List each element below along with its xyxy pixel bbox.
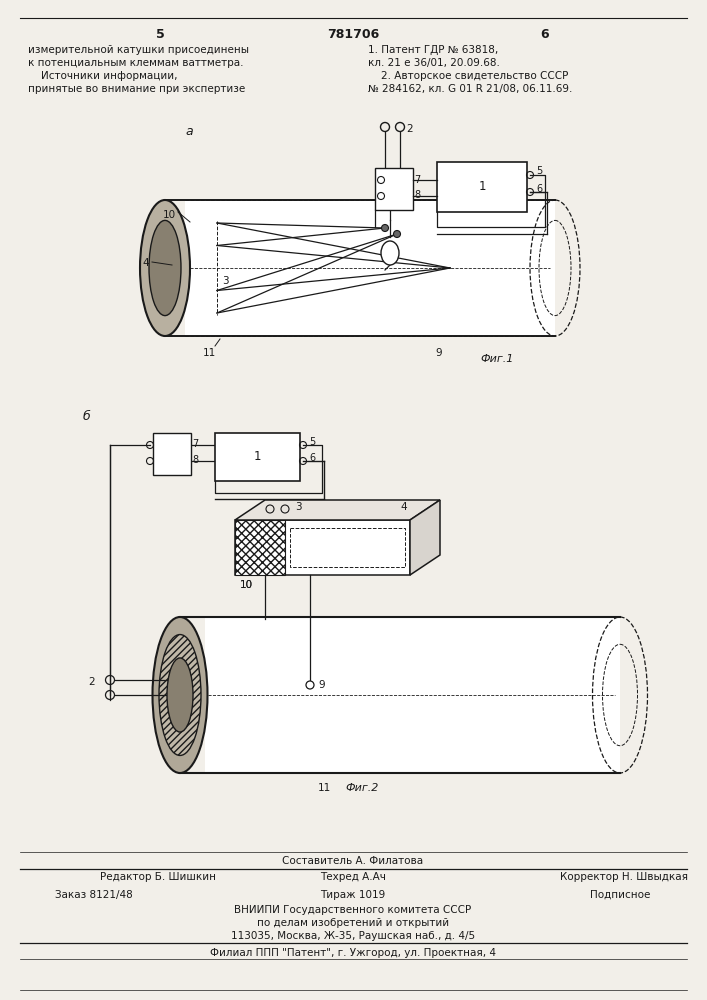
Text: Тираж 1019: Тираж 1019 (320, 890, 385, 900)
Text: 6: 6 (541, 28, 549, 41)
Text: 10: 10 (240, 580, 253, 590)
Text: 4: 4 (400, 502, 407, 512)
Text: Фиг.2: Фиг.2 (345, 783, 378, 793)
Text: 5: 5 (536, 166, 542, 176)
Text: 11: 11 (318, 783, 332, 793)
Text: а: а (185, 125, 192, 138)
Text: по делам изобретений и открытий: по делам изобретений и открытий (257, 918, 449, 928)
Bar (235, 520, 285, 575)
Text: Подписное: Подписное (590, 890, 650, 900)
Text: 5: 5 (309, 437, 315, 447)
Text: 6: 6 (536, 184, 542, 194)
Circle shape (306, 681, 314, 689)
Text: 3: 3 (295, 502, 302, 512)
Text: Источники информации,: Источники информации, (28, 71, 177, 81)
Text: 7: 7 (192, 439, 198, 449)
Text: Редактор Б. Шишкин: Редактор Б. Шишкин (100, 872, 216, 882)
Text: 1. Патент ГДР № 63818,: 1. Патент ГДР № 63818, (368, 45, 498, 55)
Text: 2: 2 (88, 677, 95, 687)
Text: 3: 3 (222, 276, 228, 286)
Ellipse shape (382, 225, 389, 232)
Bar (153, 433, 191, 475)
Text: 2: 2 (406, 124, 413, 134)
Text: 10: 10 (240, 580, 253, 590)
Text: № 284162, кл. G 01 R 21/08, 06.11.69.: № 284162, кл. G 01 R 21/08, 06.11.69. (368, 84, 573, 94)
Bar (375, 168, 413, 210)
Bar (437, 162, 527, 212)
Ellipse shape (159, 635, 201, 755)
Text: Корректор Н. Швыдкая: Корректор Н. Швыдкая (560, 872, 688, 882)
Bar (235, 520, 410, 575)
Polygon shape (235, 500, 440, 520)
Polygon shape (410, 500, 440, 575)
Text: 9: 9 (318, 680, 325, 690)
Text: 9: 9 (435, 348, 442, 358)
Text: 7: 7 (414, 175, 420, 185)
Bar (290, 528, 405, 567)
Text: Фиг.1: Фиг.1 (480, 354, 513, 364)
Ellipse shape (153, 617, 207, 773)
Text: 781706: 781706 (327, 28, 379, 41)
Text: Филиал ППП "Патент", г. Ужгород, ул. Проектная, 4: Филиал ППП "Патент", г. Ужгород, ул. Про… (210, 948, 496, 958)
Text: 11: 11 (203, 348, 216, 358)
Ellipse shape (167, 658, 193, 732)
Text: 10: 10 (163, 210, 176, 220)
Text: 1: 1 (254, 450, 262, 464)
Text: 2. Авторское свидетельство СССР: 2. Авторское свидетельство СССР (368, 71, 568, 81)
Bar (205, 617, 620, 773)
Text: 5: 5 (156, 28, 164, 41)
Text: Заказ 8121/48: Заказ 8121/48 (55, 890, 133, 900)
Ellipse shape (394, 231, 400, 237)
Bar (185, 200, 555, 336)
Text: 113035, Москва, Ж-35, Раушская наб., д. 4/5: 113035, Москва, Ж-35, Раушская наб., д. … (231, 931, 475, 941)
Text: 1: 1 (478, 180, 486, 194)
Text: 4: 4 (142, 258, 148, 268)
Text: 8: 8 (414, 190, 420, 200)
Text: принятые во внимание при экспертизе: принятые во внимание при экспертизе (28, 84, 245, 94)
Bar (215, 433, 300, 481)
Text: 8: 8 (192, 455, 198, 465)
Text: измерительной катушки присоединены: измерительной катушки присоединены (28, 45, 249, 55)
Text: б: б (83, 410, 90, 423)
Ellipse shape (140, 200, 190, 336)
Text: к потенциальным клеммам ваттметра.: к потенциальным клеммам ваттметра. (28, 58, 243, 68)
Text: Техред А.Ач: Техред А.Ач (320, 872, 386, 882)
Text: ВНИИПИ Государственного комитета СССР: ВНИИПИ Государственного комитета СССР (235, 905, 472, 915)
Ellipse shape (381, 241, 399, 265)
Ellipse shape (149, 220, 181, 316)
Text: Составитель А. Филатова: Составитель А. Филатова (282, 856, 423, 866)
Text: 6: 6 (309, 453, 315, 463)
Text: кл. 21 е 36/01, 20.09.68.: кл. 21 е 36/01, 20.09.68. (368, 58, 500, 68)
